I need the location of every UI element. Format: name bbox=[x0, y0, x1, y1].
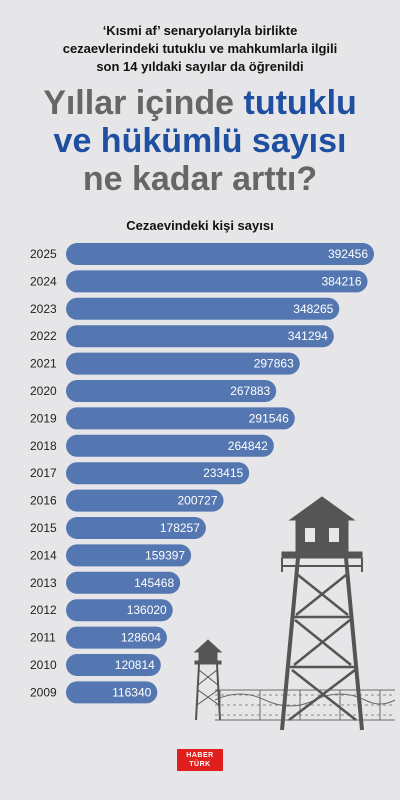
headline-part-1: Yıllar içinde bbox=[43, 84, 244, 122]
subtitle-line-3: son 14 yıldaki sayılar da öğrenildi bbox=[96, 59, 304, 74]
value-label-2016: 200727 bbox=[177, 494, 217, 508]
bar-2014 bbox=[66, 544, 192, 567]
bar-2016 bbox=[66, 489, 224, 512]
year-label-2022: 2022 bbox=[30, 329, 57, 343]
year-label-2015: 2015 bbox=[30, 521, 57, 535]
headline-line-2: ve hükümlü sayısı bbox=[53, 122, 347, 160]
bar-2025 bbox=[66, 243, 374, 265]
bar-2017 bbox=[66, 462, 250, 485]
value-label-2019: 291546 bbox=[249, 411, 289, 425]
bar-2024 bbox=[66, 270, 368, 293]
value-label-2012: 136020 bbox=[127, 603, 167, 617]
logo-line-2: TÜRK bbox=[189, 761, 211, 768]
value-label-2009: 116340 bbox=[112, 685, 151, 699]
chart-title: Cezaevindeki kişi sayısı bbox=[126, 218, 274, 233]
year-label-2020: 2020 bbox=[30, 384, 57, 398]
year-label-2010: 2010 bbox=[30, 658, 57, 672]
bar-2012 bbox=[66, 599, 173, 622]
year-label-2025: 2025 bbox=[30, 247, 57, 261]
headline-line-1: Yıllar içinde tutuklu bbox=[0, 84, 400, 122]
bar-2010 bbox=[66, 654, 161, 676]
subtitle: ‘Kısmi af’ senaryolarıyla birlikte cezae… bbox=[10, 22, 390, 76]
year-label-2012: 2012 bbox=[30, 603, 57, 617]
headline-highlight-1: tutuklu bbox=[243, 84, 357, 122]
headline-line-3: ne kadar arttı? bbox=[82, 160, 318, 198]
value-label-2010: 120814 bbox=[115, 658, 155, 672]
bar-2009 bbox=[66, 681, 158, 704]
subtitle-line-2: cezaevlerindeki tutuklu ve mahkumlarla i… bbox=[62, 41, 338, 56]
value-label-2022: 341294 bbox=[288, 329, 328, 343]
bar-2022 bbox=[66, 325, 334, 348]
year-label-2023: 2023 bbox=[30, 302, 57, 316]
year-label-2019: 2019 bbox=[30, 411, 57, 425]
year-label-2017: 2017 bbox=[30, 466, 57, 480]
logo-line-1: HABER bbox=[186, 752, 214, 759]
headline: Yıllar içinde tutuklu ve hükümlü sayısı … bbox=[0, 84, 400, 198]
value-label-2024: 384216 bbox=[321, 274, 361, 288]
bar-2021 bbox=[66, 352, 300, 375]
value-label-2018: 264842 bbox=[228, 439, 268, 453]
bar-2015 bbox=[66, 517, 206, 539]
value-label-2011: 128604 bbox=[121, 631, 161, 645]
year-label-2021: 2021 bbox=[30, 357, 57, 371]
value-label-2020: 267883 bbox=[230, 384, 270, 398]
bar-2011 bbox=[66, 626, 167, 649]
year-label-2016: 2016 bbox=[30, 494, 57, 508]
bar-2023 bbox=[66, 297, 340, 320]
bar-chart: 2025 392456 2024 384216 2023 348265 2022 341294… bbox=[30, 243, 374, 704]
value-label-2021: 297863 bbox=[254, 357, 294, 371]
value-label-2017: 233415 bbox=[203, 466, 243, 480]
year-label-2013: 2013 bbox=[30, 576, 57, 590]
haberturk-logo: HABER TÜRK bbox=[177, 749, 223, 771]
value-label-2025: 392456 bbox=[328, 247, 368, 261]
year-label-2009: 2009 bbox=[30, 685, 57, 699]
year-label-2014: 2014 bbox=[30, 548, 57, 562]
bar-2013 bbox=[66, 571, 181, 594]
value-label-2023: 348265 bbox=[293, 302, 333, 316]
bar-2019 bbox=[66, 407, 295, 430]
value-label-2014: 159397 bbox=[145, 548, 185, 562]
year-label-2018: 2018 bbox=[30, 439, 57, 453]
year-label-2024: 2024 bbox=[30, 274, 57, 288]
subtitle-line-1: ‘Kısmi af’ senaryolarıyla birlikte bbox=[102, 23, 298, 38]
value-label-2015: 178257 bbox=[160, 521, 200, 535]
bar-2018 bbox=[66, 434, 274, 457]
bar-2020 bbox=[66, 380, 277, 402]
value-label-2013: 145468 bbox=[134, 576, 174, 590]
year-label-2011: 2011 bbox=[30, 631, 56, 645]
